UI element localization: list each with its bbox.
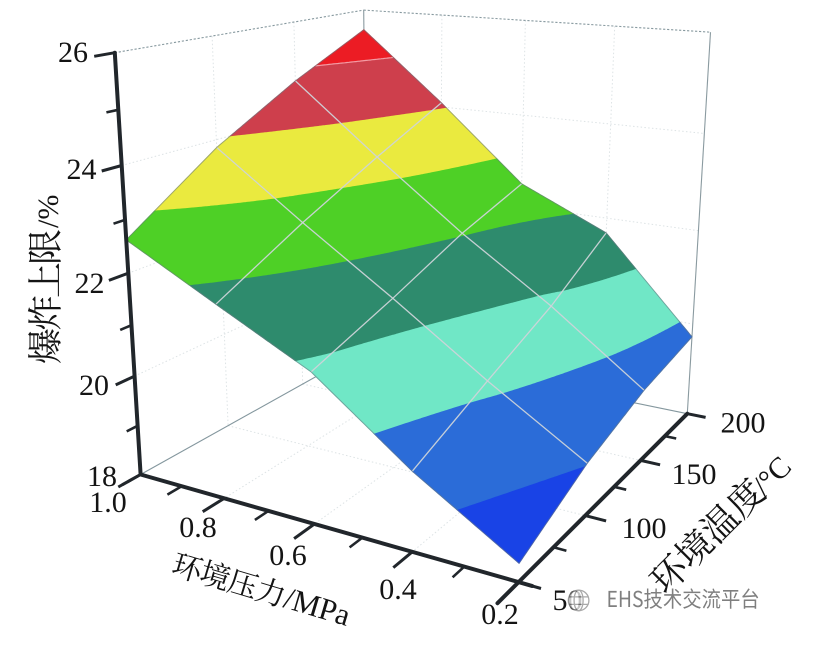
svg-text:24: 24 [67,153,97,186]
svg-text:20: 20 [79,369,109,402]
svg-text:26: 26 [58,36,88,69]
svg-text:/%: /% [32,195,65,228]
svg-text:0.4: 0.4 [379,573,417,606]
svg-text:0.6: 0.6 [269,539,307,572]
svg-text:18: 18 [87,460,117,493]
svg-text:100: 100 [622,512,667,545]
svg-text:22: 22 [75,267,105,300]
svg-text:0.2: 0.2 [481,598,519,631]
svg-text:150: 150 [672,458,717,491]
svg-text:1.0: 1.0 [89,486,127,519]
svg-text:200: 200 [721,407,766,440]
svg-text:0.8: 0.8 [179,511,217,544]
